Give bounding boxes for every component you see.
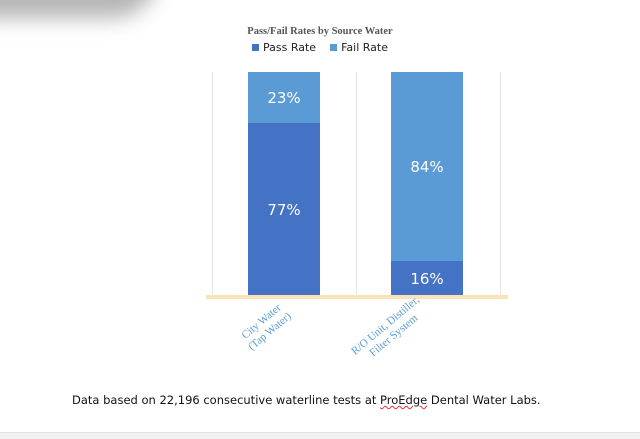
data-label: 77% xyxy=(267,200,301,219)
x-axis-line xyxy=(206,295,508,299)
gridline xyxy=(356,72,357,296)
legend-item-pass: Pass Rate xyxy=(252,41,316,54)
pass-swatch-icon xyxy=(252,44,260,51)
segment-fail: 84% xyxy=(391,72,463,261)
segment-fail: 23% xyxy=(248,72,320,123)
legend-label-pass: Pass Rate xyxy=(263,41,317,54)
gridline xyxy=(212,72,213,296)
data-label: 84% xyxy=(410,157,444,176)
segment-pass: 16% xyxy=(391,261,463,296)
bottom-bar xyxy=(0,432,640,439)
data-label: 16% xyxy=(410,269,444,288)
fail-swatch-icon xyxy=(330,44,338,51)
note-text: Data based on 22,196 consecutive waterli… xyxy=(72,393,381,407)
bar-ro-unit: 84% 16% xyxy=(391,72,463,296)
segment-pass: 77% xyxy=(248,123,320,296)
legend-item-fail: Fail Rate xyxy=(330,41,388,54)
data-label: 23% xyxy=(267,88,301,107)
category-line: Filter System xyxy=(367,312,421,360)
data-source-note: Data based on 22,196 consecutive waterli… xyxy=(72,393,541,407)
chart-title: Pass/Fail Rates by Source Water xyxy=(247,26,393,37)
bar-city-water: 23% 77% xyxy=(248,72,320,296)
note-text: Dental Water Labs. xyxy=(427,393,541,407)
window-shadow xyxy=(0,0,160,18)
chart-legend: Pass Rate Fail Rate xyxy=(0,41,640,54)
note-brand: ProEdge xyxy=(380,393,428,407)
gridline xyxy=(500,72,501,296)
legend-label-fail: Fail Rate xyxy=(341,41,388,54)
